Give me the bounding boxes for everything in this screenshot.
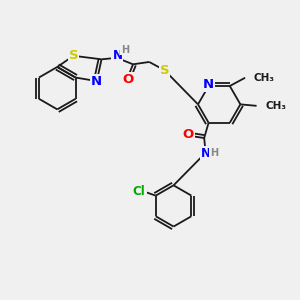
Text: O: O: [122, 74, 134, 86]
Text: S: S: [160, 64, 169, 77]
Text: N: N: [112, 49, 122, 62]
Text: CH₃: CH₃: [253, 73, 274, 83]
Text: CH₃: CH₃: [266, 101, 286, 111]
Text: H: H: [121, 45, 129, 55]
Text: S: S: [69, 49, 78, 62]
Text: N: N: [203, 78, 214, 91]
Text: N: N: [91, 75, 102, 88]
Text: H: H: [210, 148, 218, 158]
Text: Cl: Cl: [133, 185, 146, 198]
Text: O: O: [183, 128, 194, 141]
Text: N: N: [201, 147, 211, 160]
